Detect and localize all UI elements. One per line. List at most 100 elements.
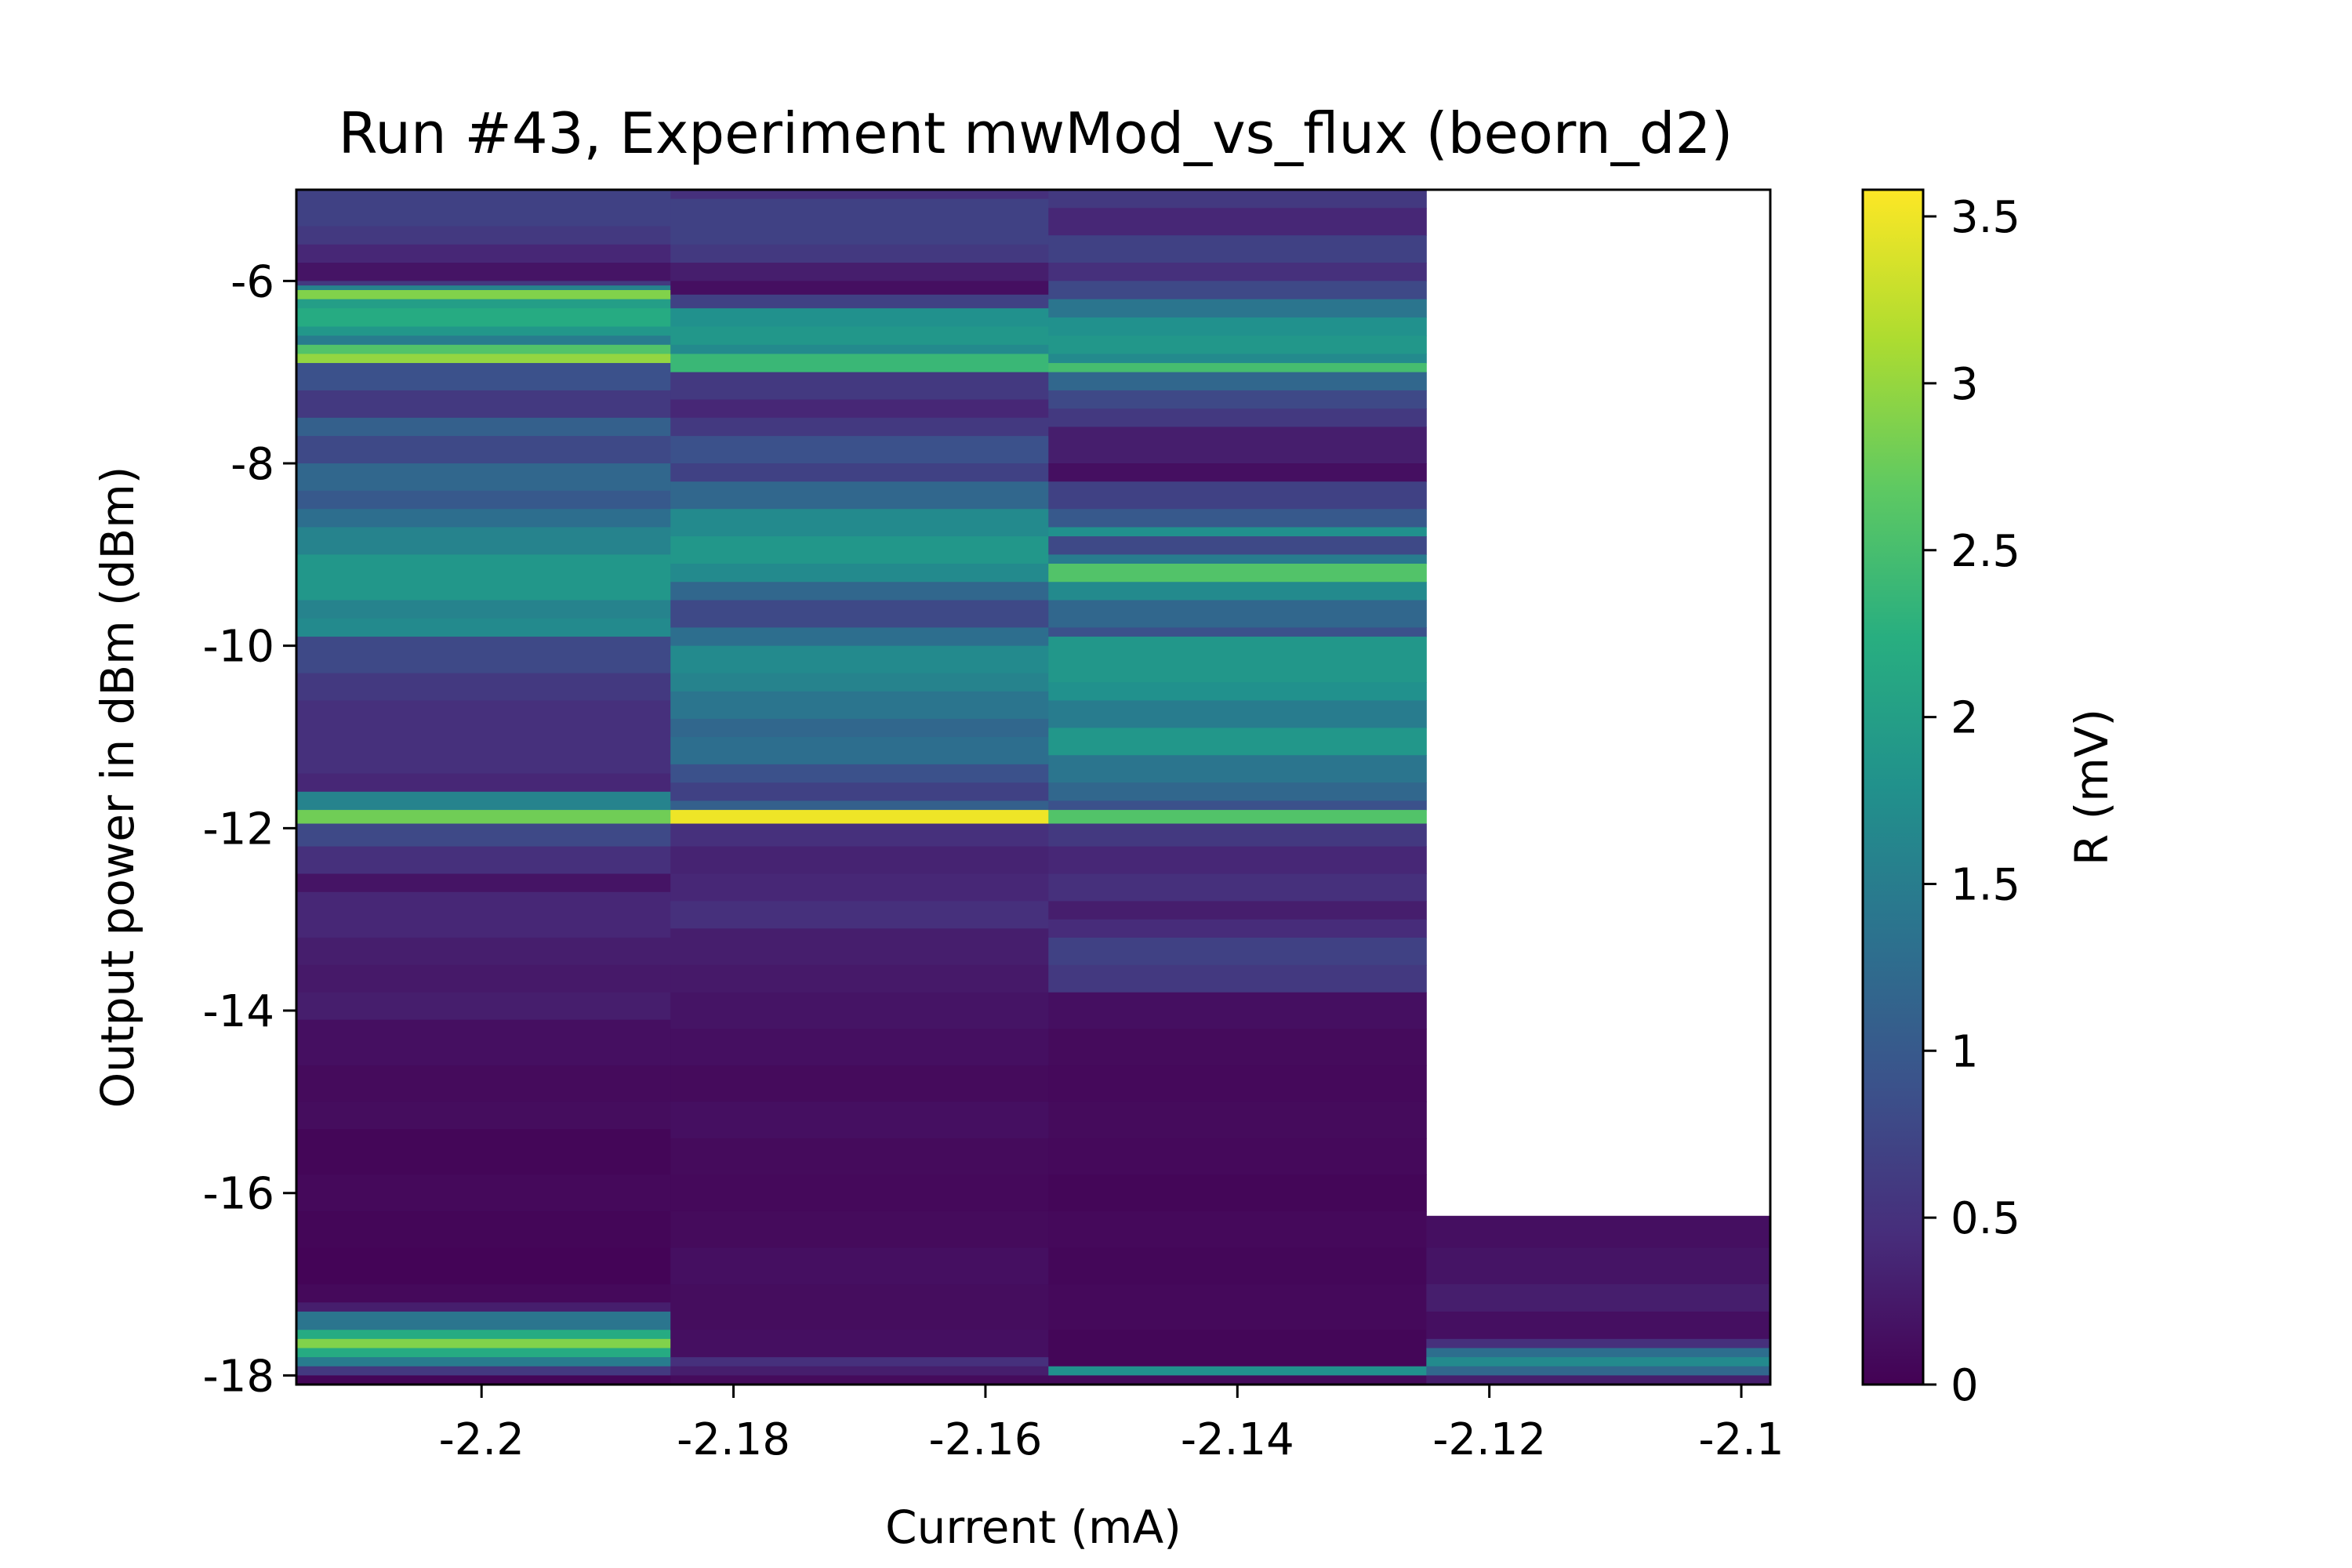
heatmap-cell (670, 190, 1049, 200)
heatmap-cell (296, 1019, 671, 1066)
heatmap-cell (296, 992, 671, 1021)
heatmap-cell (670, 263, 1049, 281)
heatmap-cell (1048, 846, 1427, 875)
heatmap-cell (1426, 1375, 1770, 1385)
heatmap-cell (670, 1247, 1049, 1285)
heatmap-cell (670, 1065, 1049, 1102)
heatmap-cell (1426, 1284, 1770, 1312)
heatmap-cell (1426, 1311, 1770, 1340)
heatmap-cell (296, 600, 671, 619)
heatmap-cell (670, 563, 1049, 583)
heatmap-cell (670, 582, 1049, 601)
heatmap-cell (296, 554, 671, 601)
heatmap-cell (1048, 1366, 1427, 1376)
heatmap-cell (670, 326, 1049, 346)
heatmap-cell (670, 627, 1049, 647)
y-tick-label: -10 (203, 622, 274, 673)
colorbar-tick-label: 3 (1951, 359, 1979, 410)
heatmap-cell (670, 1102, 1049, 1139)
heatmap-cell (296, 190, 671, 227)
heatmap-cell (1048, 354, 1427, 364)
heatmap-cell (1048, 426, 1427, 464)
heatmap-cell (670, 782, 1049, 801)
heatmap-cell (296, 1366, 671, 1376)
heatmap-cell (1048, 527, 1427, 537)
heatmap-cell (296, 244, 671, 263)
heatmap-cell (296, 285, 671, 291)
heatmap-cell (1048, 901, 1427, 920)
heatmap-cell (1048, 682, 1427, 701)
colorbar (1861, 188, 1925, 1386)
heatmap-cell (296, 1338, 671, 1348)
heatmap-cell (670, 244, 1049, 263)
heatmap-cell (296, 810, 671, 825)
heatmap-cell (670, 810, 1049, 825)
heatmap-cell (670, 823, 1049, 848)
y-tick-label: -6 (230, 256, 274, 307)
heatmap-cell (670, 399, 1049, 419)
heatmap-cell (296, 1065, 671, 1102)
heatmap-cell (296, 637, 671, 674)
colorbar-tick-label: 2.5 (1951, 526, 2020, 577)
heatmap-cell (296, 964, 671, 993)
heatmap-cell (1048, 408, 1427, 427)
heatmap-cell (1048, 563, 1427, 583)
heatmap-cell (670, 536, 1049, 564)
heatmap-cell (1048, 372, 1427, 391)
heatmap-cell (1048, 992, 1427, 1029)
heatmap-cell (670, 281, 1049, 296)
heatmap-cell (670, 673, 1049, 692)
heatmap-cell (296, 1247, 671, 1285)
heatmap-cell (1048, 336, 1427, 354)
heatmap-cell (1426, 1215, 1770, 1248)
heatmap-cell (670, 1366, 1049, 1376)
heatmap-cell (1048, 463, 1427, 482)
heatmap-cell (296, 1311, 671, 1330)
y-tick-label: -16 (203, 1169, 274, 1220)
heatmap-cell (670, 1375, 1049, 1385)
heatmap-cell (296, 289, 671, 300)
heatmap-cell (1048, 782, 1427, 801)
heatmap-cell (670, 1357, 1049, 1367)
heatmap-cell (1048, 1174, 1427, 1212)
heatmap-cell (296, 436, 671, 464)
heatmap-cell (1048, 964, 1427, 993)
heatmap-cell (1048, 600, 1427, 628)
heatmap-cell (1048, 755, 1427, 783)
heatmap-cell (670, 600, 1049, 628)
heatmap-cells (296, 190, 1770, 1385)
heatmap-cell (1048, 1102, 1427, 1139)
x-tick-label: -2.18 (677, 1414, 790, 1465)
heatmap-cell (296, 1210, 671, 1248)
heatmap-cell (296, 1129, 671, 1175)
heatmap-cell (1048, 536, 1427, 555)
heatmap-cell (670, 846, 1049, 875)
heatmap-cell (670, 645, 1049, 674)
heatmap-cell (670, 344, 1049, 354)
heatmap-cell (296, 326, 671, 336)
heatmap-cell (1048, 1138, 1427, 1175)
heatmap-cell (670, 463, 1049, 482)
heatmap-cell (296, 846, 671, 875)
heatmap-cell (1048, 554, 1427, 564)
heatmap-cell (670, 737, 1049, 765)
heatmap-cell (670, 992, 1049, 1029)
heatmap-cell (1426, 1357, 1770, 1367)
heatmap-cell (296, 823, 671, 848)
heatmap-cell (670, 901, 1049, 929)
heatmap-cell (1048, 1029, 1427, 1066)
heatmap-cell (1048, 1065, 1427, 1102)
heatmap-cell (1048, 317, 1427, 336)
heatmap-cell (1048, 1284, 1427, 1330)
heatmap-cell (1048, 1375, 1427, 1385)
heatmap-cell (1426, 1366, 1770, 1376)
heatmap-cell (296, 1284, 671, 1303)
heatmap-cell (296, 308, 671, 328)
heatmap-cell (296, 354, 671, 364)
heatmap-cell (296, 344, 671, 354)
heatmap-cell (1048, 823, 1427, 848)
y-tick-label: -18 (203, 1351, 274, 1402)
heatmap-cell (1048, 509, 1427, 528)
heatmap-cell (670, 873, 1049, 902)
